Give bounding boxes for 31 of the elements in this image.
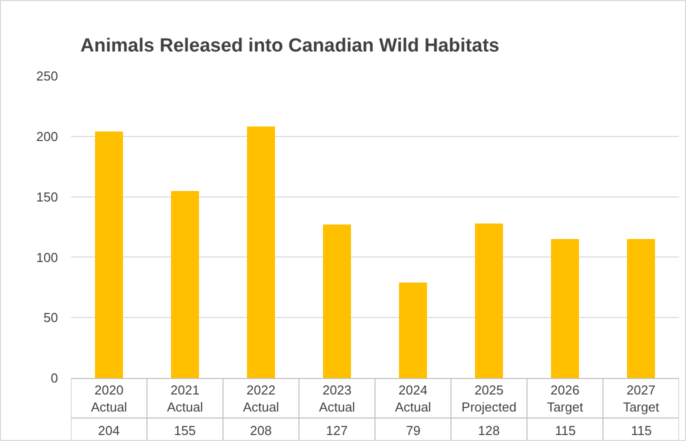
x-tick-label: 2021 Actual (166, 382, 204, 414)
data-label: 115 (555, 423, 576, 438)
data-label: 127 (326, 423, 348, 438)
data-label: 128 (478, 423, 500, 438)
y-tick-label: 50 (44, 310, 58, 326)
y-tick-label: 100 (36, 250, 58, 265)
bar (398, 282, 428, 378)
bar (550, 239, 580, 378)
y-tick-label: 0 (50, 370, 58, 386)
bar (626, 239, 656, 378)
x-tick-label: 2022 Actual (242, 382, 280, 414)
y-tick-label: 150 (36, 189, 58, 204)
x-tick-label: 2023 Actual (318, 382, 356, 414)
data-label: 208 (250, 423, 272, 438)
data-label: 155 (174, 423, 196, 438)
x-tick-label: 2025 Projected (462, 382, 516, 414)
x-tick-label: 2027 Target (622, 382, 660, 414)
y-tick-label: 200 (36, 128, 58, 144)
bar (246, 126, 276, 378)
x-tick-label: 2026 Target (546, 382, 584, 414)
x-tick-label: 2020 Actual (90, 382, 128, 414)
bar (170, 190, 200, 378)
data-label: 115 (631, 423, 652, 438)
bar (94, 132, 124, 378)
chart-title: Animals Released into Canadian Wild Habitats (80, 35, 500, 56)
data-label: 79 (406, 423, 420, 438)
data-label: 204 (98, 423, 120, 438)
bar (474, 223, 504, 378)
x-tick-label: 2024 Actual (394, 382, 432, 414)
bar (322, 224, 352, 378)
y-tick-label: 250 (36, 68, 58, 84)
